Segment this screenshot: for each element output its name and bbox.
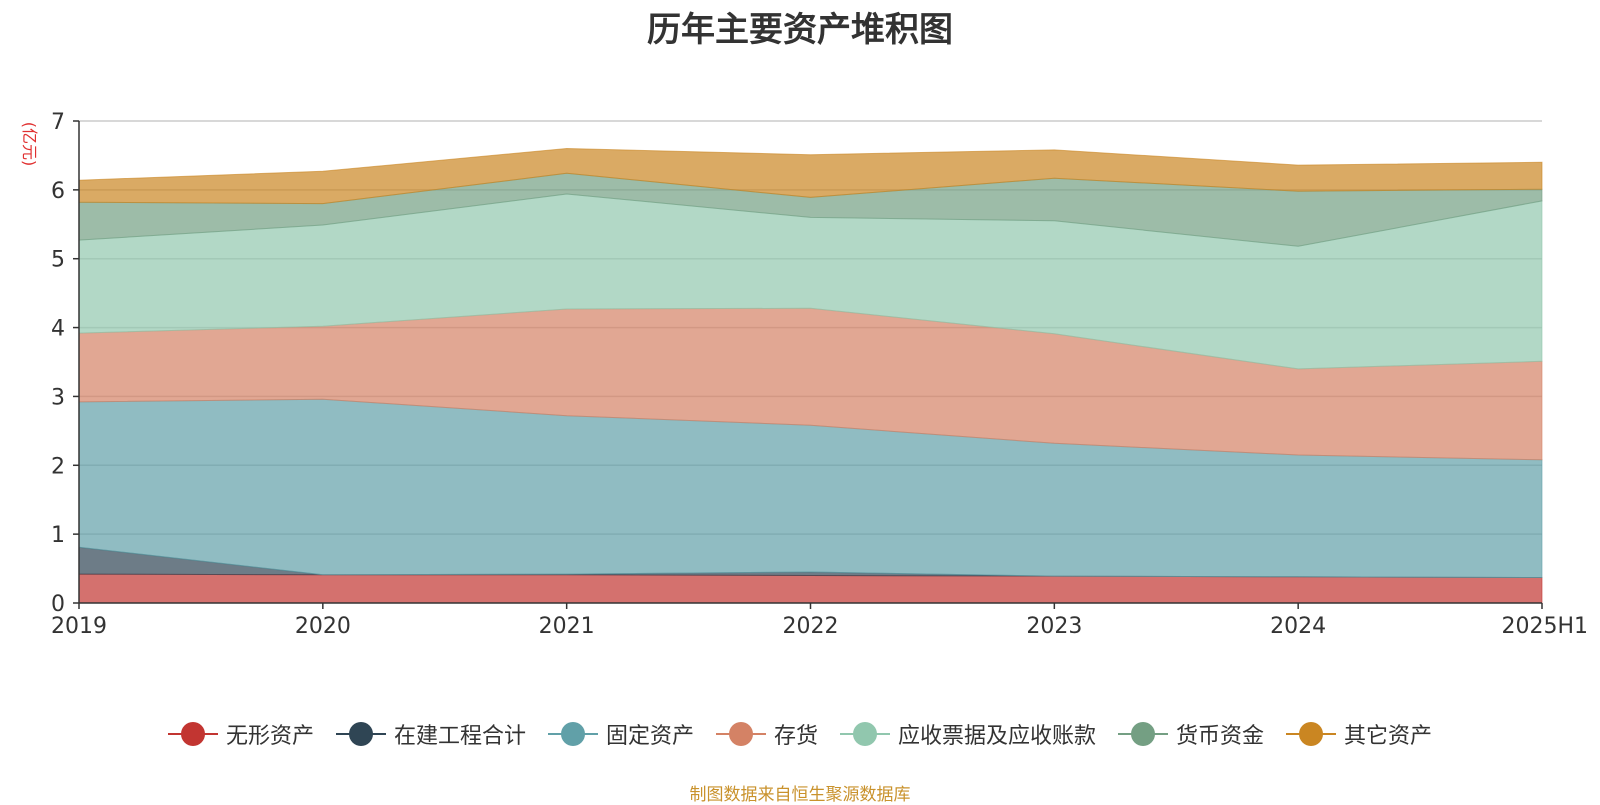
legend-marker-icon xyxy=(715,721,766,747)
y-tick-label: 1 xyxy=(51,523,65,548)
legend: 无形资产 在建工程合计 固定资产 存货 应收票据及应收账款 货币资金 其它资产 xyxy=(0,718,1600,750)
legend-label: 无形资产 xyxy=(225,724,314,749)
x-tick-label: 2025H1 xyxy=(1501,614,1588,639)
legend-marker-icon xyxy=(547,721,598,747)
area-series-6 xyxy=(78,147,1543,205)
y-tick-label: 6 xyxy=(51,179,65,204)
legend-item-4[interactable]: 应收票据及应收账款 xyxy=(840,718,1096,750)
area-series-group xyxy=(78,147,1543,604)
y-tick-label: 4 xyxy=(51,317,65,342)
legend-marker-icon xyxy=(1118,721,1169,747)
y-tick-label: 7 xyxy=(51,110,65,135)
legend-item-3[interactable]: 存货 xyxy=(715,718,818,750)
legend-item-5[interactable]: 货币资金 xyxy=(1118,718,1264,750)
legend-label: 货币资金 xyxy=(1176,724,1265,749)
legend-item-0[interactable]: 无形资产 xyxy=(167,718,314,750)
y-axis-label: (亿元) xyxy=(20,122,39,167)
legend-marker-icon xyxy=(167,721,218,747)
x-tick-label: 2020 xyxy=(295,614,351,639)
legend-item-2[interactable]: 固定资产 xyxy=(547,718,694,750)
source-note: 制图数据来自恒生聚源数据库 xyxy=(689,785,911,805)
legend-marker-icon xyxy=(1286,721,1337,747)
legend-label: 应收票据及应收账款 xyxy=(898,724,1097,749)
x-tick-label: 2019 xyxy=(51,614,107,639)
legend-label: 固定资产 xyxy=(605,724,694,749)
x-tick-label: 2021 xyxy=(539,614,595,639)
chart-title: 历年主要资产堆积图 xyxy=(647,10,953,50)
x-tick-label: 2022 xyxy=(783,614,839,639)
legend-item-6[interactable]: 其它资产 xyxy=(1286,718,1432,750)
legend-marker-icon xyxy=(840,721,890,747)
legend-label: 存货 xyxy=(773,724,818,749)
axes: 0 1 2 3 4 5 6 7 2019 2020 2021 2022 2023 2024 2025H1 xyxy=(51,110,1588,639)
y-tick-label: 0 xyxy=(51,592,65,617)
y-tick-label: 3 xyxy=(51,385,65,410)
x-tick-label: 2024 xyxy=(1270,614,1326,639)
legend-label: 其它资产 xyxy=(1344,724,1433,749)
legend-label: 在建工程合计 xyxy=(393,724,526,749)
area-series-0 xyxy=(78,573,1543,604)
y-tick-label: 5 xyxy=(51,248,65,273)
legend-item-1[interactable]: 在建工程合计 xyxy=(335,718,526,750)
legend-marker-icon xyxy=(335,721,386,747)
y-tick-label: 2 xyxy=(51,454,65,479)
x-tick-label: 2023 xyxy=(1026,614,1082,639)
